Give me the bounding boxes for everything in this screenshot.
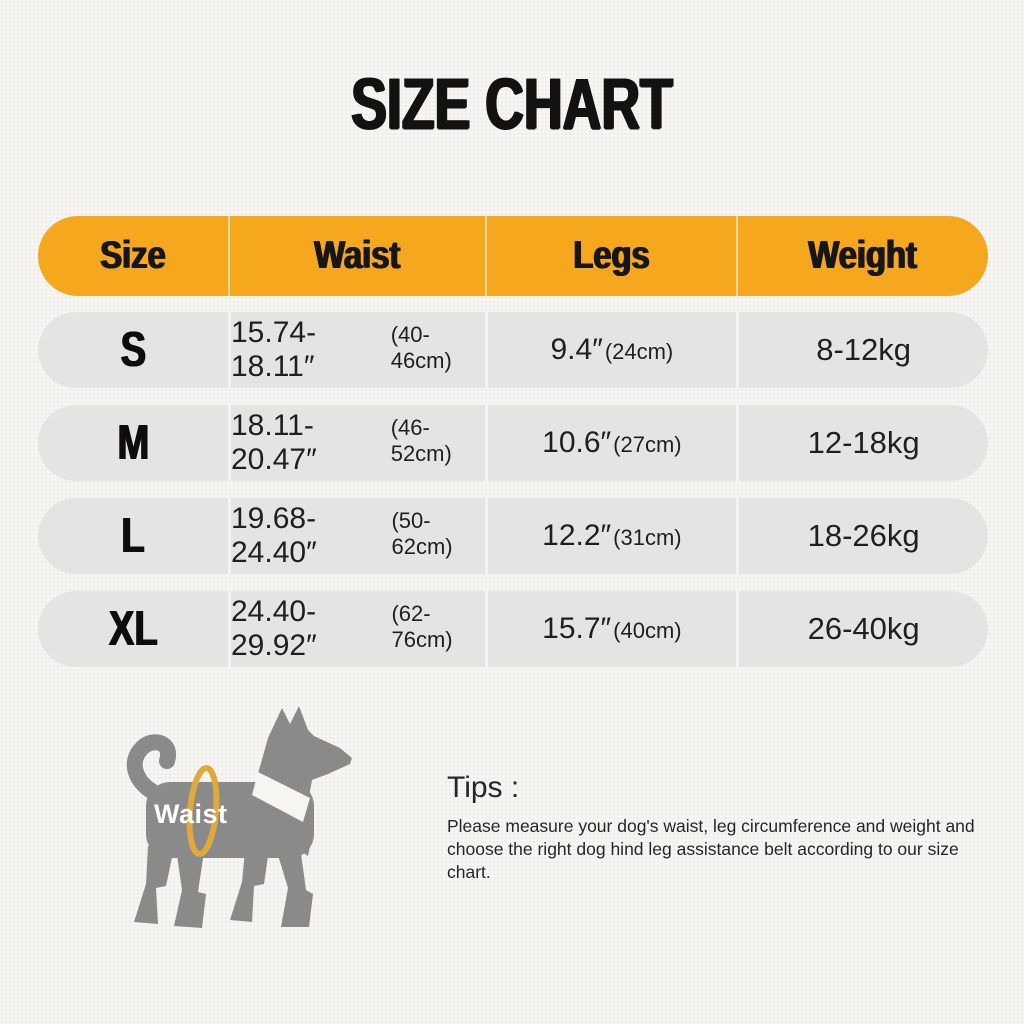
waist-value-cm: (62-76cm) <box>391 601 453 652</box>
tips-line-2: choose the right dog hind leg assistance… <box>447 839 959 882</box>
dog-tail <box>126 734 176 804</box>
cell-size: L <box>38 498 228 574</box>
waist-value-cm: (50-62cm) <box>391 508 453 559</box>
table-header-row: Size Waist Legs Weight <box>38 216 988 296</box>
cell-waist: 15.74-18.11″ (40-46cm) <box>228 312 485 388</box>
waist-value: 24.40-29.92″ <box>231 595 317 662</box>
cell-waist: 24.40-29.92″ (62-76cm) <box>228 591 485 667</box>
dog-measurement-diagram: Waist <box>118 696 362 942</box>
page-title-text: SIZE CHART <box>351 63 673 145</box>
weight-value: 8-12kg <box>816 332 912 367</box>
cell-waist: 19.68-24.40″ (50-62cm) <box>228 498 485 574</box>
weight-value: 26-40kg <box>807 611 920 646</box>
legs-value: 9.4″ <box>550 333 603 366</box>
tips-heading: Tips : <box>447 771 520 804</box>
header-label-weight: Weight <box>808 234 918 277</box>
cell-legs: 10.6″ (27cm) <box>484 405 737 481</box>
weight-value: 12-18kg <box>807 425 920 460</box>
size-value: XL <box>108 602 158 656</box>
waist-ring-icon <box>186 765 220 857</box>
dog-front-leg <box>230 840 270 922</box>
header-label-size: Size <box>100 234 166 277</box>
table-row-xl: XL 24.40-29.92″ (62-76cm) 15.7″ (40cm) 26-… <box>38 591 988 667</box>
legs-value-cm: (31cm) <box>613 525 682 550</box>
header-cell-legs: Legs <box>484 216 737 296</box>
legs-value: 12.2″ <box>542 519 612 552</box>
dog-head <box>254 706 352 856</box>
header-cell-size: Size <box>38 216 228 296</box>
cell-legs: 12.2″ (31cm) <box>484 498 737 574</box>
dog-silhouette-icon: Waist <box>126 706 352 928</box>
cell-weight: 18-26kg <box>736 498 988 574</box>
header-label-waist: Waist <box>314 234 401 277</box>
waist-label: Waist <box>154 799 228 829</box>
cell-size: XL <box>38 591 228 667</box>
waist-value: 15.74-18.11″ <box>231 316 317 383</box>
weight-value: 18-26kg <box>807 518 920 553</box>
legs-value-cm: (40cm) <box>613 618 682 643</box>
legs-value: 10.6″ <box>542 426 612 459</box>
cell-legs: 9.4″ (24cm) <box>484 312 737 388</box>
waist-value: 18.11-20.47″ <box>231 409 317 476</box>
cell-legs: 15.7″ (40cm) <box>484 591 737 667</box>
legs-value: 15.7″ <box>542 612 612 645</box>
page-title: SIZE CHART <box>0 68 1024 140</box>
waist-value-cm: (40-46cm) <box>390 322 452 373</box>
waist-value-cm: (46-52cm) <box>390 415 452 466</box>
header-label-legs: Legs <box>573 234 650 277</box>
cell-size: S <box>38 312 228 388</box>
tips-line-1: Please measure your dog's waist, leg cir… <box>447 816 975 836</box>
size-table: Size Waist Legs Weight S 15.74-18.11″ (40… <box>38 216 988 667</box>
legs-value-cm: (27cm) <box>613 432 682 457</box>
cell-size: M <box>38 405 228 481</box>
table-row-m: M 18.11-20.47″ (46-52cm) 10.6″ (27cm) 12-1… <box>38 405 988 481</box>
header-cell-weight: Weight <box>736 216 988 296</box>
cell-weight: 8-12kg <box>736 312 988 388</box>
dog-hind-leg <box>134 846 174 924</box>
tips-section: Tips : Please measure your dog's waist, … <box>447 770 1007 884</box>
dog-hind-leg <box>174 848 206 928</box>
cell-waist: 18.11-20.47″ (46-52cm) <box>228 405 485 481</box>
size-value: M <box>117 416 149 470</box>
size-value: L <box>121 509 145 563</box>
legs-value-cm: (24cm) <box>604 339 674 364</box>
tips-body: Please measure your dog's waist, leg cir… <box>447 815 1007 884</box>
table-row-s: S 15.74-18.11″ (40-46cm) 9.4″ (24cm) 8-12k… <box>38 312 988 388</box>
cell-weight: 12-18kg <box>736 405 988 481</box>
waist-value: 19.68-24.40″ <box>231 502 317 569</box>
size-value: S <box>120 323 146 377</box>
cell-weight: 26-40kg <box>736 591 988 667</box>
dog-collar <box>252 772 310 822</box>
dog-front-leg <box>274 842 313 927</box>
table-row-l: L 19.68-24.40″ (50-62cm) 12.2″ (31cm) 18-2… <box>38 498 988 574</box>
header-cell-waist: Waist <box>228 216 485 296</box>
